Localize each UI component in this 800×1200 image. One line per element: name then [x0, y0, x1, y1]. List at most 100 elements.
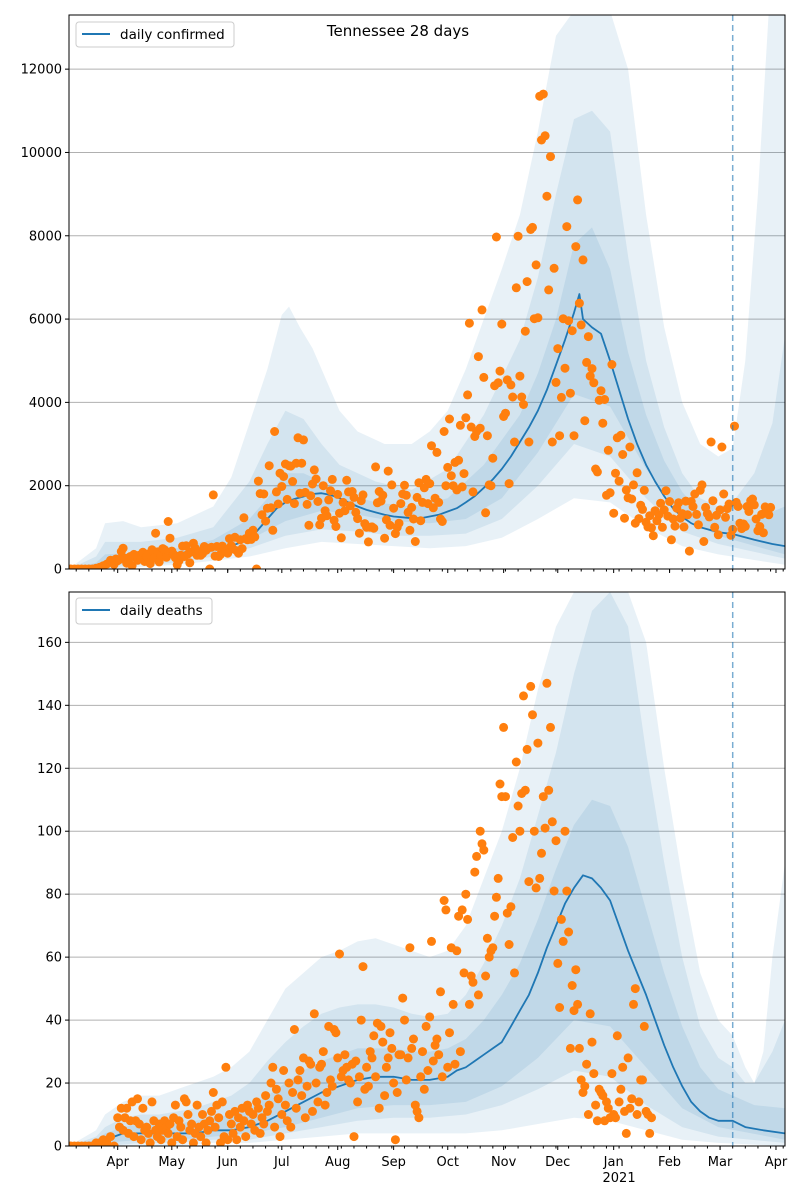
confirmed-point	[353, 514, 363, 524]
confirmed-point	[708, 496, 718, 506]
confirmed-point	[457, 482, 467, 492]
confirmed-point	[349, 492, 359, 502]
confirmed-point	[684, 546, 694, 556]
confirmed-point	[205, 564, 215, 569]
deaths-point	[192, 1100, 202, 1110]
deaths-point	[549, 886, 559, 896]
deaths-point	[181, 1097, 191, 1107]
deaths-point	[499, 722, 509, 732]
deaths-point	[538, 792, 548, 802]
confirmed-point	[358, 490, 368, 500]
confirmed-point	[338, 497, 348, 507]
confirmed-uncertainty-bands	[69, 15, 785, 569]
deaths-point	[349, 1132, 359, 1142]
confirmed-point	[427, 441, 436, 451]
deaths-point	[537, 848, 546, 858]
deaths-point	[528, 710, 537, 720]
confirmed-point	[674, 498, 684, 508]
confirmed-point	[706, 437, 716, 447]
deaths-point	[239, 1116, 249, 1126]
confirmed-point	[547, 437, 557, 447]
deaths-point	[207, 1106, 216, 1116]
confirmed-point	[463, 390, 473, 400]
confirmed-point	[531, 260, 541, 270]
confirmed-point	[313, 497, 323, 506]
confirmed-point	[603, 445, 613, 455]
confirmed-point	[582, 357, 592, 367]
deaths-band-outer	[69, 592, 785, 1146]
confirmed-point	[288, 477, 298, 486]
deaths-point	[445, 1028, 454, 1038]
x-tick-label: Jun	[217, 1155, 238, 1170]
confirmed-point	[446, 471, 456, 481]
confirmed-point	[432, 447, 442, 457]
confirmed-point	[151, 528, 161, 538]
deaths-point	[589, 1069, 599, 1079]
confirmed-band-inner	[69, 227, 785, 569]
confirmed-observed-points	[69, 89, 776, 569]
confirmed-point	[163, 517, 173, 526]
confirmed-point	[488, 453, 498, 463]
confirmed-point	[688, 502, 698, 511]
deaths-point	[416, 1072, 426, 1082]
confirmed-point	[208, 490, 218, 500]
confirmed-point	[445, 414, 454, 424]
confirmed-point	[666, 535, 676, 545]
deaths-band-inner	[69, 799, 785, 1146]
confirmed-legend: daily confirmed	[75, 21, 235, 48]
deaths-point	[547, 817, 557, 827]
deaths-point	[611, 1113, 620, 1123]
deaths-point	[508, 833, 518, 842]
deaths-point	[201, 1138, 211, 1146]
deaths-point	[381, 1062, 391, 1072]
deaths-point	[380, 1091, 390, 1101]
deaths-point	[333, 1053, 343, 1063]
confirmed-point	[670, 521, 680, 531]
deaths-axes-frame	[68, 591, 786, 1147]
confirmed-point	[491, 232, 501, 242]
confirmed-point	[264, 461, 274, 471]
confirmed-point	[322, 511, 332, 521]
confirmed-point	[764, 510, 774, 520]
deaths-point	[289, 1025, 299, 1034]
confirmed-point	[551, 377, 561, 387]
deaths-point	[188, 1138, 198, 1146]
deaths-point	[455, 1047, 465, 1057]
confirmed-point	[369, 523, 379, 533]
confirmed-point	[495, 366, 505, 376]
deaths-point	[156, 1135, 166, 1145]
deaths-point	[457, 905, 467, 915]
deaths-point	[261, 1091, 271, 1101]
confirmed-point	[600, 395, 610, 404]
deaths-y-axis: 0 20 40 60 80 100 120 140 160	[37, 636, 69, 1155]
deaths-y-tick-label: 120	[37, 762, 62, 777]
deaths-point	[434, 1050, 444, 1060]
confirmed-point	[327, 474, 337, 484]
confirmed-point	[589, 378, 599, 388]
deaths-point	[295, 1066, 305, 1075]
deaths-point	[369, 1031, 379, 1041]
deaths-point	[183, 1110, 193, 1119]
deaths-point	[356, 1015, 366, 1025]
deaths-point	[425, 1012, 435, 1022]
confirmed-point	[528, 222, 537, 232]
confirmed-point	[385, 520, 395, 530]
deaths-point	[214, 1113, 224, 1123]
deaths-point	[567, 981, 577, 990]
deaths-point	[400, 1015, 409, 1025]
x-tick-label: May	[158, 1155, 185, 1170]
confirmed-point	[394, 518, 404, 528]
deaths-point	[616, 1084, 626, 1094]
deaths-point	[482, 933, 492, 943]
confirmed-y-tick-label: 12000	[21, 63, 62, 78]
deaths-point	[113, 1113, 123, 1123]
confirmed-point	[333, 489, 343, 499]
deaths-point	[428, 1056, 438, 1066]
confirmed-point	[730, 421, 739, 431]
confirmed-point	[331, 522, 341, 531]
confirmed-panel: 0 2000 4000 6000 8000 10000 12000 Tennessee 28…	[21, 14, 786, 578]
confirmed-point	[564, 316, 574, 326]
deaths-point	[178, 1135, 188, 1145]
confirmed-point	[578, 255, 588, 265]
x-tick-label: Dec	[545, 1155, 570, 1170]
